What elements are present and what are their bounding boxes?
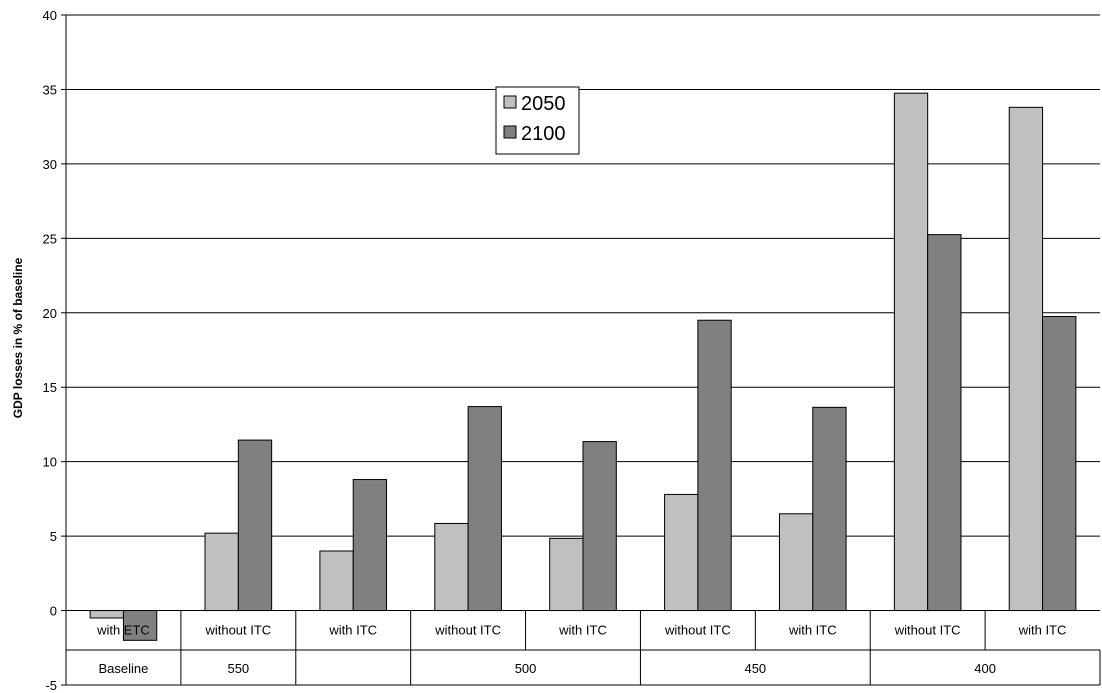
group-label: 400 [974,661,996,676]
bar-2050 [319,550,354,612]
y-tick-label: 25 [43,231,57,246]
legend: 2050 2100 [495,86,580,155]
category-label: without ITC [204,623,271,638]
y-tick-label: 10 [43,455,57,470]
category-label: with ITC [1018,623,1067,638]
y-tick-label: 35 [43,82,57,97]
group-label: 450 [744,661,766,676]
y-tick-labels: -5 0 5 10 15 20 25 30 35 40 [43,8,57,693]
y-tick-label: -5 [45,678,57,693]
legend-label-2100: 2100 [521,123,566,145]
bar-2050 [1008,106,1044,612]
y-tick-label: 20 [43,306,57,321]
y-tick-label: 0 [50,604,57,619]
bar-2100 [352,479,388,612]
y-tick-label: 5 [50,529,57,544]
y-axis-title: GDP losses in % of baseline [11,257,25,418]
category-label: with ETC [96,623,150,638]
category-label: without ITC [894,623,961,638]
bar-2100 [467,406,502,612]
category-label: with ITC [328,623,377,638]
bar-2050 [549,537,584,612]
axes [61,14,1101,686]
bar-2050 [778,513,814,612]
y-tick-label: 15 [43,380,57,395]
group-label: Baseline [99,661,149,676]
group-label: 550 [227,661,249,676]
bar-2100 [927,234,962,612]
bars [89,92,1077,641]
category-label: without ITC [434,623,501,638]
y-tick-label: 30 [43,157,57,172]
bar-2100 [122,610,158,641]
bar-2050 [434,522,469,612]
y-tick-label: 40 [43,8,57,23]
bar-2100 [812,406,847,612]
category-label: with ITC [788,623,837,638]
category-label: without ITC [664,623,731,638]
group-label: 500 [515,661,537,676]
bar-2100 [582,441,617,612]
category-label: with ITC [558,623,607,638]
bar-2050 [893,92,929,612]
legend-swatch-2100 [503,125,517,139]
bar-2100 [1042,316,1077,612]
bar-2100 [697,319,732,612]
legend-label-2050: 2050 [521,93,566,115]
bar-2050 [204,532,239,612]
bar-2100 [237,439,273,612]
x-category-labels: with ETC without ITC with ITC without ITC wi… [96,623,1066,676]
bar-2050 [89,610,124,619]
bar-2050 [664,493,699,612]
legend-swatch-2050 [503,95,517,109]
